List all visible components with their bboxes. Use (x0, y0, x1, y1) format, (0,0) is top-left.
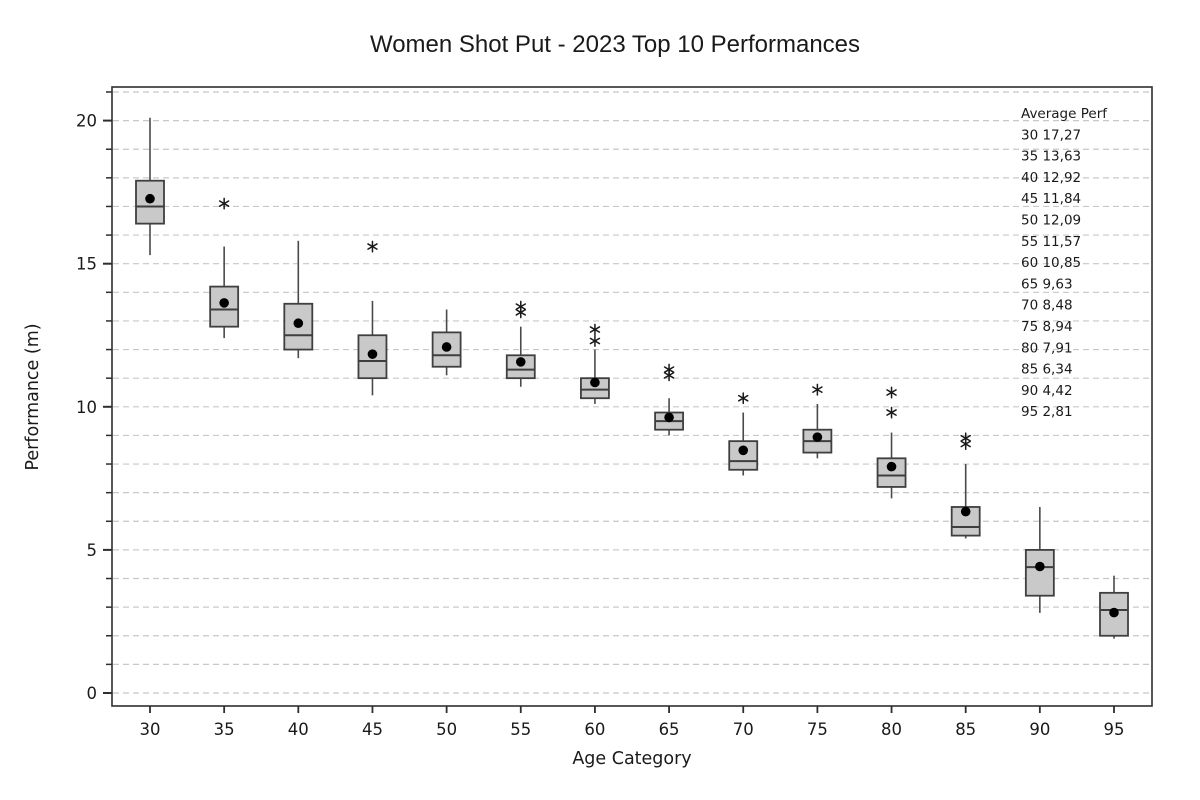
gridlines (113, 91, 1151, 694)
annotation-line: 50 12,09 (1021, 213, 1081, 229)
annotation-line: 90 4,42 (1021, 383, 1073, 399)
annotation-line: 70 8,48 (1021, 298, 1073, 314)
outlier-asterisk-icon (218, 197, 230, 210)
annotation-line: 55 11,57 (1021, 234, 1081, 250)
x-tick-label: 85 (955, 720, 976, 739)
annotation-line: 85 6,34 (1021, 362, 1073, 378)
x-axis-title: Age Category (572, 749, 691, 769)
annotation-line: 75 8,94 (1021, 319, 1073, 335)
mean-dot (293, 318, 304, 329)
annotation-line: 95 2,81 (1021, 404, 1073, 420)
annotation-line: 65 9,63 (1021, 276, 1073, 292)
boxplot-80 (876, 386, 907, 499)
boxplot-series (135, 117, 1129, 639)
outlier-asterisk-icon (589, 323, 601, 336)
iqr-box (1099, 591, 1129, 637)
boxplot-35 (209, 197, 240, 339)
mean-dot (664, 412, 674, 423)
boxplot-60 (580, 323, 610, 404)
x-tick-label: 30 (140, 720, 161, 739)
average-perf-annotation: Average Perf 30 17,27 35 13,63 40 12,92 45 1… (1021, 106, 1108, 420)
boxplot-45 (357, 240, 388, 396)
annotation-title: Average Perf (1021, 106, 1108, 122)
mean-dot (367, 349, 378, 359)
x-tick-label: 90 (1029, 720, 1050, 739)
outlier-asterisk-icon (663, 369, 675, 382)
chart-title: Women Shot Put - 2023 Top 10 Performance… (370, 31, 860, 58)
boxplot-50 (431, 309, 462, 376)
iqr-box (505, 354, 536, 380)
mean-dot (145, 193, 155, 204)
mean-dot (1035, 561, 1045, 572)
x-tick-label: 70 (733, 720, 754, 739)
mean-dot (738, 445, 749, 456)
x-tick-label: 45 (362, 720, 383, 739)
x-tick-label: 60 (584, 720, 605, 739)
x-tick-label: 80 (881, 720, 902, 739)
mean-dot (960, 506, 971, 517)
annotation-line: 80 7,91 (1021, 340, 1073, 356)
annotation-line: 45 11,84 (1021, 191, 1081, 207)
axis-ticks: 0 5 10 15 20 30 35 40 45 50 55 60 65 70 75 80 85 90 95 (76, 91, 1125, 739)
boxplot-40 (283, 240, 314, 359)
x-tick-label: 50 (436, 720, 457, 739)
y-tick-label: 15 (76, 255, 97, 274)
y-tick-label: 10 (76, 398, 97, 417)
mean-dot (590, 377, 600, 388)
annotation-line: 35 13,63 (1021, 149, 1081, 165)
boxplot-75 (802, 383, 833, 459)
outlier-asterisk-icon (737, 392, 749, 405)
iqr-box (950, 506, 981, 537)
outlier-asterisk-icon (589, 335, 601, 347)
boxplot-85 (950, 432, 981, 539)
mean-dot (219, 298, 229, 308)
x-tick-label: 55 (510, 720, 531, 739)
boxplot-95 (1099, 575, 1129, 639)
plot-border (111, 86, 1153, 707)
x-tick-label: 35 (214, 720, 235, 739)
boxplot-65 (654, 363, 684, 436)
mean-dot (886, 461, 897, 472)
y-tick-label: 5 (87, 541, 98, 560)
y-tick-label: 20 (76, 112, 97, 131)
mean-dot (441, 342, 452, 352)
outlier-asterisk-icon (886, 406, 897, 419)
x-tick-label: 75 (807, 720, 828, 739)
boxplot-55 (505, 300, 536, 387)
boxplot-30 (135, 117, 165, 256)
outlier-asterisk-icon (960, 438, 971, 450)
iqr-box (1024, 549, 1055, 597)
boxplot-90 (1024, 506, 1055, 613)
x-tick-label: 40 (288, 720, 309, 739)
y-axis-title: Performance (m) (23, 323, 43, 470)
mean-dot (515, 357, 526, 367)
x-tick-label: 65 (659, 720, 680, 739)
outlier-asterisk-icon (515, 306, 527, 319)
outlier-asterisk-icon (886, 386, 897, 399)
x-tick-label: 95 (1104, 720, 1125, 739)
mean-dot (1109, 607, 1119, 618)
outlier-asterisk-icon (367, 240, 378, 253)
mean-dot (812, 432, 823, 442)
annotation-line: 60 10,85 (1021, 255, 1081, 271)
outlier-asterisk-icon (812, 383, 823, 396)
annotation-line: 40 12,92 (1021, 170, 1081, 186)
iqr-box (728, 440, 759, 471)
annotation-line: 30 17,27 (1021, 127, 1081, 143)
y-tick-label: 0 (87, 684, 98, 703)
boxplot-70 (728, 392, 759, 476)
